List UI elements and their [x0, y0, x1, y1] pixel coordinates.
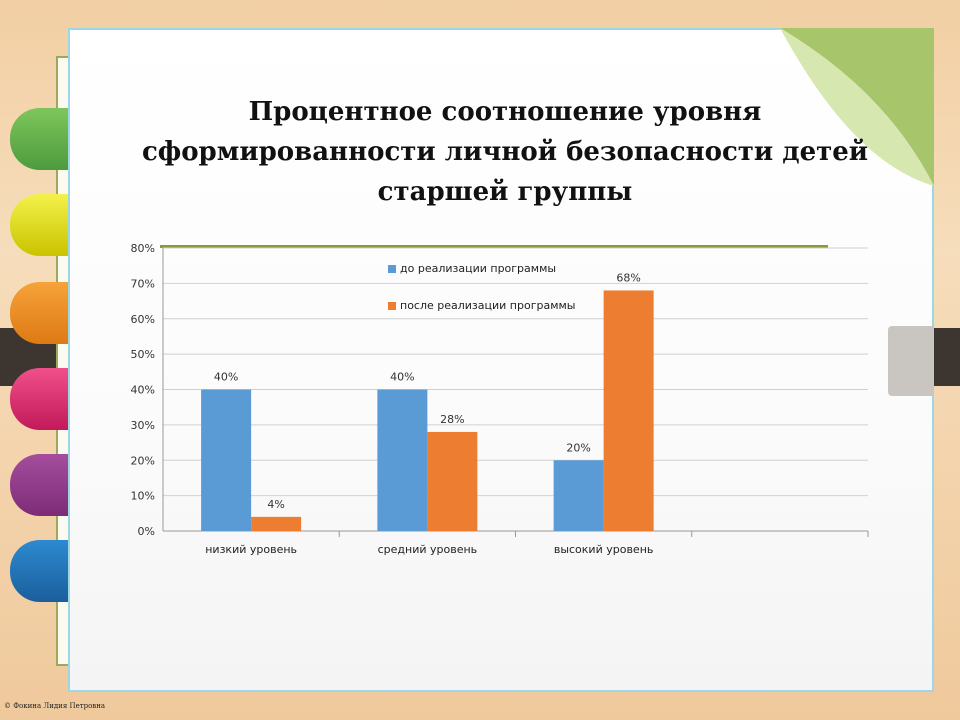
side-clip — [888, 326, 934, 396]
legend-label-before: до реализации программы — [400, 262, 557, 275]
y-tick-label: 20% — [131, 454, 155, 467]
legend-item-before: до реализации программы — [388, 262, 556, 275]
legend-swatch-after — [388, 302, 396, 310]
data-label: 68% — [616, 271, 640, 284]
y-tick-label: 30% — [131, 419, 155, 432]
y-tick-label: 10% — [131, 490, 155, 503]
data-label: 4% — [267, 498, 284, 511]
bar-before — [553, 460, 604, 531]
y-tick-label: 40% — [131, 384, 155, 397]
y-tick-label: 50% — [131, 348, 155, 361]
y-tick-label: 60% — [131, 313, 155, 326]
y-tick-label: 0% — [138, 525, 155, 538]
title-underline — [160, 245, 828, 248]
data-label: 20% — [566, 441, 590, 454]
data-label: 28% — [440, 413, 464, 426]
legend-label-after: после реализации программы — [400, 299, 576, 312]
bar-after — [603, 290, 654, 531]
data-label: 40% — [390, 371, 414, 384]
x-category-label: средний уровень — [378, 543, 478, 556]
bar-before — [377, 389, 428, 531]
y-tick-label: 80% — [131, 242, 155, 255]
data-label: 40% — [214, 371, 238, 384]
legend-swatch-before — [388, 265, 396, 273]
y-tick-label: 70% — [131, 277, 155, 290]
chart-title: Процентное соотношение уровня сформирова… — [141, 97, 869, 207]
x-category-label: низкий уровень — [205, 543, 297, 556]
legend-item-after: после реализации программы — [388, 299, 576, 312]
x-category-label: высокий уровень — [554, 543, 654, 556]
bar-after — [427, 431, 478, 531]
bar-after — [251, 516, 302, 531]
bar-before — [201, 389, 252, 531]
copyright-credit: © Фокина Лидия Петровна — [4, 702, 106, 710]
